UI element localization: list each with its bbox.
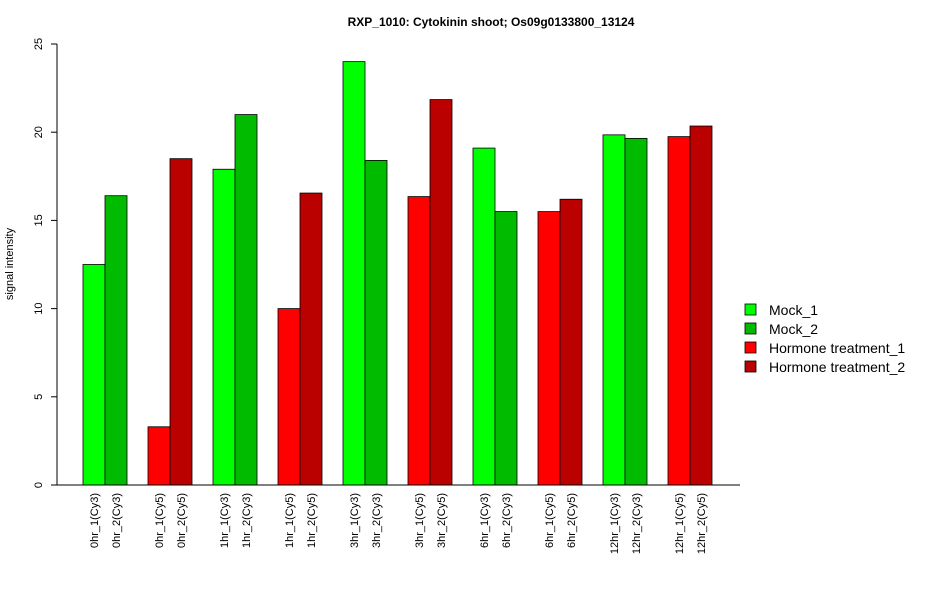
x-tick-label: 6hr_1(Cy5) (544, 493, 556, 548)
x-tick-label: 0hr_2(Cy5) (176, 493, 188, 548)
x-tick-label: 3hr_1(Cy3) (349, 493, 361, 548)
bar (169, 158, 193, 486)
bar (212, 168, 236, 486)
y-tick-label: 15 (33, 214, 45, 226)
bar (472, 147, 496, 486)
x-tick-label: 1hr_1(Cy5) (284, 493, 296, 548)
x-tick-label: 1hr_2(Cy3) (241, 493, 253, 548)
bar (494, 211, 518, 486)
y-axis: 0 5 10 15 20 25 (33, 38, 58, 488)
legend-swatch (744, 303, 757, 316)
y-tick-label: 10 (33, 302, 45, 314)
bar (624, 137, 648, 486)
x-tick-label: 0hr_1(Cy5) (154, 493, 166, 548)
y-tick-label: 25 (33, 38, 45, 50)
x-tick-label: 6hr_2(Cy5) (566, 493, 578, 548)
x-tick-label: 1hr_2(Cy5) (306, 493, 318, 548)
y-tick-label: 20 (33, 126, 45, 138)
legend-swatch (744, 360, 757, 373)
bars (82, 61, 713, 486)
x-tick-label: 1hr_1(Cy3) (219, 493, 231, 548)
bar (429, 99, 453, 486)
legend-swatch (744, 341, 757, 354)
bar (342, 61, 366, 486)
bar (104, 195, 128, 486)
x-tick-label: 12hr_1(Cy3) (609, 493, 621, 554)
legend: Mock_1 Mock_2 Hormone treatment_1 Hormone t… (744, 302, 905, 375)
x-tick-label: 3hr_1(Cy5) (414, 493, 426, 548)
x-tick-label: 6hr_1(Cy3) (479, 493, 491, 548)
legend-swatch (744, 322, 757, 335)
bar (689, 125, 713, 486)
bar (559, 198, 583, 486)
bar (299, 192, 323, 486)
legend-label: Hormone treatment_2 (769, 359, 905, 375)
bar (234, 114, 258, 486)
y-axis-label: signal intensity (4, 227, 16, 300)
x-tick-labels: 0hr_1(Cy3) 0hr_2(Cy3) 0hr_1(Cy5) 0hr_2(Cy5)… (89, 493, 708, 554)
y-tick-label: 5 (33, 394, 45, 400)
x-tick-label: 12hr_2(Cy5) (696, 493, 708, 554)
legend-label: Mock_1 (769, 302, 818, 318)
y-tick-label: 0 (33, 482, 45, 488)
bar (537, 211, 561, 486)
x-tick-label: 0hr_1(Cy3) (89, 493, 101, 548)
x-tick-label: 6hr_2(Cy3) (501, 493, 513, 548)
x-tick-label: 0hr_2(Cy3) (111, 493, 123, 548)
bar (277, 308, 301, 486)
x-tick-label: 3hr_2(Cy3) (371, 493, 383, 548)
bar (82, 264, 106, 486)
legend-label: Hormone treatment_1 (769, 340, 905, 356)
legend-label: Mock_2 (769, 321, 818, 337)
bar (407, 196, 431, 486)
x-tick-label: 12hr_2(Cy3) (631, 493, 643, 554)
chart-title: RXP_1010: Cytokinin shoot; Os09g0133800_… (348, 15, 635, 29)
x-tick-label: 3hr_2(Cy5) (436, 493, 448, 548)
x-tick-label: 12hr_1(Cy5) (674, 493, 686, 554)
bar (602, 134, 626, 486)
bar (667, 136, 691, 486)
bar (364, 160, 388, 486)
bar (147, 426, 171, 486)
